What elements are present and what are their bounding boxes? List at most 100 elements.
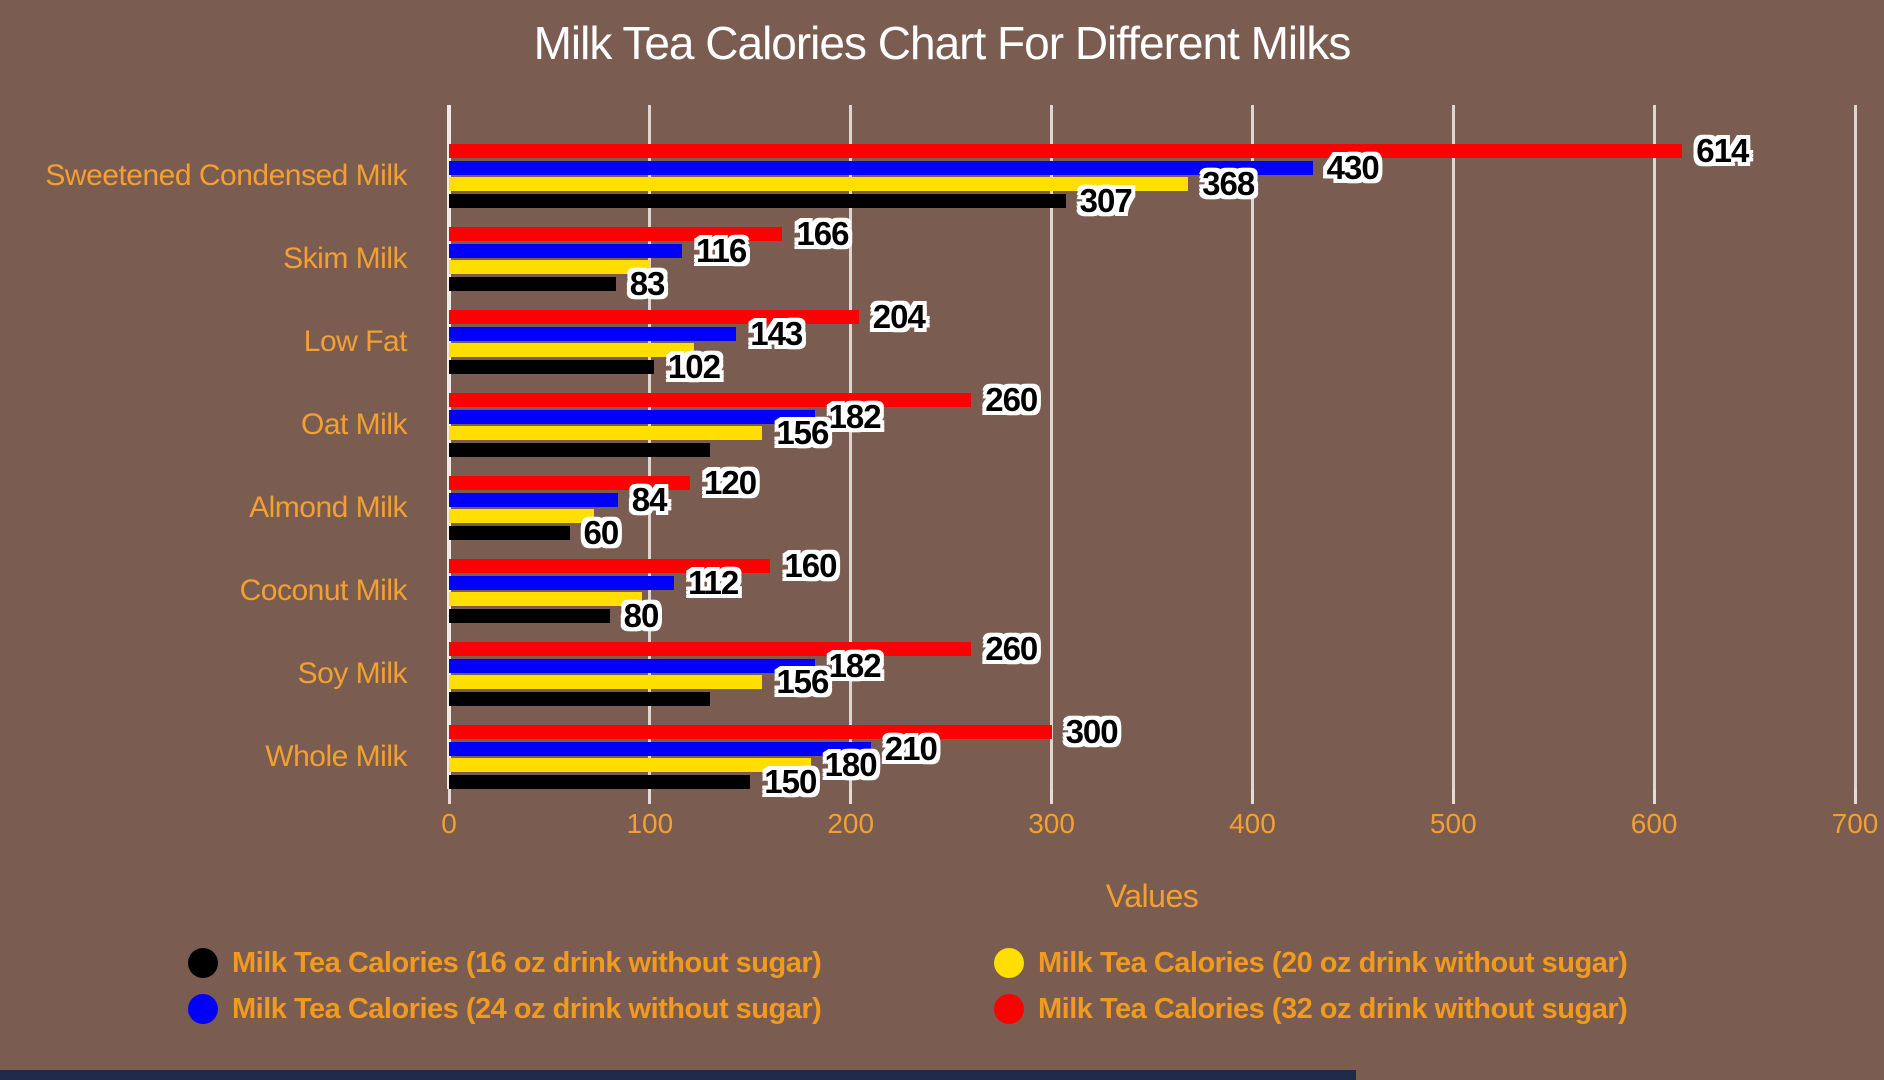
legend: Milk Tea Calories (16 oz drink without s… — [188, 942, 1628, 1030]
legend-label: Milk Tea Calories (20 oz drink without s… — [1038, 946, 1628, 979]
legend-marker-icon — [994, 994, 1024, 1024]
gridline — [1050, 105, 1054, 789]
bar-value-label: 260 — [985, 630, 1038, 667]
bottom-strip — [0, 1070, 1356, 1080]
legend-item[interactable]: Milk Tea Calories (16 oz drink without s… — [188, 942, 994, 984]
bar — [449, 144, 1683, 158]
bar — [449, 608, 610, 623]
bar — [449, 758, 811, 772]
bar-value-label: 166 — [796, 215, 849, 252]
bar-value-label: 614 — [1696, 132, 1749, 169]
bar — [449, 492, 618, 507]
bar — [449, 310, 859, 324]
bar — [449, 525, 570, 540]
x-axis-tick — [849, 789, 853, 804]
legend-item[interactable]: Milk Tea Calories (32 oz drink without s… — [994, 988, 1628, 1030]
bar — [449, 559, 771, 573]
x-axis-tick — [447, 789, 451, 804]
bar — [449, 160, 1313, 175]
legend-marker-icon — [994, 948, 1024, 978]
legend-marker-icon — [188, 994, 218, 1024]
bar — [449, 243, 682, 258]
bar — [449, 509, 594, 523]
bar — [449, 359, 654, 374]
bar-value-label: 84 — [631, 480, 668, 518]
x-tick-label: 500 — [1429, 808, 1477, 839]
bar — [449, 426, 763, 440]
x-tick-label: 400 — [1229, 808, 1276, 839]
x-tick-label: 200 — [827, 808, 875, 839]
x-axis-tick — [1451, 789, 1455, 804]
bar-value-label: 204 — [872, 298, 926, 335]
bar — [449, 227, 783, 241]
bar-value-label: 60 — [583, 513, 620, 551]
bar — [449, 409, 815, 424]
legend-label: Milk Tea Calories (32 oz drink without s… — [1038, 992, 1628, 1025]
bar — [449, 193, 1066, 208]
bar-value-label: 80 — [623, 596, 660, 634]
bar-value-label: 307 — [1079, 181, 1133, 219]
gridline — [1652, 105, 1656, 789]
bar-value-label: 260 — [985, 381, 1038, 418]
x-axis-tick — [648, 789, 652, 804]
bar — [449, 442, 711, 457]
bar-value-label: 156 — [776, 414, 829, 451]
legend-label: Milk Tea Calories (24 oz drink without s… — [232, 992, 822, 1025]
x-tick-label: 100 — [626, 808, 674, 839]
x-tick-label: 600 — [1630, 808, 1678, 839]
gridline — [1853, 105, 1857, 789]
category-label: Skim Milk — [283, 241, 407, 275]
category-label: Whole Milk — [265, 739, 407, 773]
gridline — [1451, 105, 1455, 789]
bar-value-label: 180 — [824, 746, 878, 783]
bar-value-label: 156 — [776, 663, 829, 700]
bar-value-label: 112 — [687, 563, 739, 601]
bar — [449, 592, 642, 606]
bar-value-label: 120 — [704, 464, 757, 501]
bar-value-label: 143 — [750, 314, 803, 352]
x-axis-tick — [1050, 789, 1054, 804]
bar — [449, 260, 650, 274]
bar — [449, 774, 751, 789]
bar-value-label: 300 — [1065, 713, 1119, 750]
bar-value-label: 182 — [828, 397, 882, 435]
bar-value-label: 430 — [1326, 148, 1380, 186]
bar — [449, 675, 763, 689]
bar — [449, 276, 616, 291]
category-label: Oat Milk — [300, 407, 408, 441]
category-label: Coconut Milk — [239, 573, 408, 607]
legend-item[interactable]: Milk Tea Calories (20 oz drink without s… — [994, 942, 1628, 984]
bar — [449, 658, 815, 673]
bar — [449, 177, 1189, 191]
bar-value-label: 182 — [828, 646, 882, 684]
category-label: Sweetened Condensed Milk — [45, 158, 407, 192]
legend-item[interactable]: Milk Tea Calories (24 oz drink without s… — [188, 988, 994, 1030]
bar-value-label: 368 — [1202, 165, 1255, 202]
bar-value-label: 150 — [764, 762, 817, 800]
category-label: Soy Milk — [297, 656, 408, 690]
chart-title: Milk Tea Calories Chart For Different Mi… — [533, 17, 1352, 69]
gridline — [1250, 105, 1254, 789]
bar — [449, 476, 691, 490]
bar — [449, 326, 737, 341]
x-axis-title: Values — [1105, 878, 1199, 914]
x-axis-tick — [1853, 789, 1857, 804]
bar-value-label: 102 — [667, 347, 721, 385]
category-label: Low Fat — [303, 324, 408, 358]
bar — [449, 575, 674, 590]
x-axis-tick — [1250, 789, 1254, 804]
x-tick-label: 0 — [441, 808, 457, 839]
gridline — [849, 105, 853, 789]
legend-label: Milk Tea Calories (16 oz drink without s… — [232, 946, 822, 979]
legend-marker-icon — [188, 948, 218, 978]
bar-value-label: 210 — [884, 729, 938, 767]
bar-value-label: 83 — [629, 264, 666, 302]
x-tick-label: 300 — [1028, 808, 1075, 839]
bar — [449, 343, 695, 357]
bar — [449, 725, 1052, 739]
bar — [449, 642, 972, 656]
bar — [449, 393, 972, 407]
x-tick-label: 700 — [1831, 808, 1879, 839]
bar — [449, 691, 711, 706]
category-label: Almond Milk — [249, 490, 407, 524]
